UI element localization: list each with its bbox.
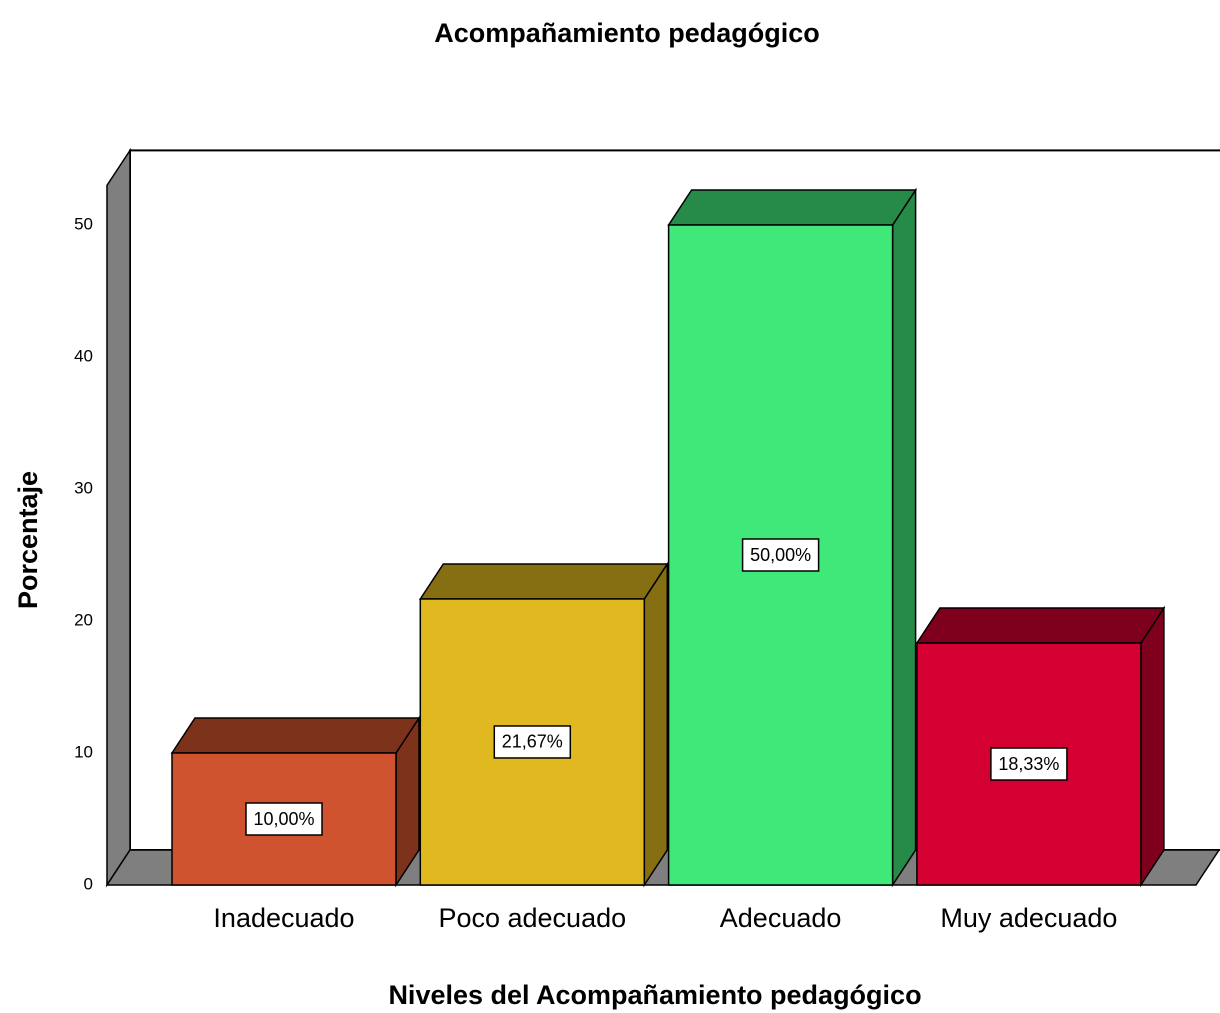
chart-title: Acompañamiento pedagógico [434, 18, 820, 48]
bar-side [643, 561, 669, 888]
left-wall [106, 147, 131, 888]
value-label-box [741, 538, 820, 572]
bar-top [418, 563, 669, 600]
value-label-box [493, 725, 572, 759]
value-label: 18,33% [998, 754, 1059, 774]
y-tick-label: 40 [74, 346, 93, 365]
y-tick-label: 30 [74, 478, 93, 497]
value-label: 10,00% [253, 809, 314, 829]
x-tick-label: Inadecuado [213, 903, 354, 933]
y-tick-label: 10 [74, 742, 93, 761]
x-tick-label: Adecuado [720, 903, 842, 933]
value-label: 21,67% [502, 732, 563, 752]
bar-top [915, 607, 1166, 644]
y-tick-label: 50 [74, 214, 93, 233]
bar-side [891, 187, 917, 888]
value-label-box [245, 802, 323, 836]
y-axis-label: Porcentaje [13, 471, 43, 609]
bar-top [170, 717, 421, 754]
value-label-box [990, 747, 1068, 781]
bar-side [1140, 605, 1165, 888]
y-tick-label: 0 [84, 874, 93, 893]
x-tick-label: Poco adecuado [438, 903, 626, 933]
bar-top [667, 189, 917, 226]
x-tick-label: Muy adecuado [940, 903, 1117, 933]
y-tick-label: 20 [74, 610, 93, 629]
x-axis-label: Niveles del Acompañamiento pedagógico [388, 980, 921, 1010]
value-label: 50,00% [750, 545, 811, 565]
